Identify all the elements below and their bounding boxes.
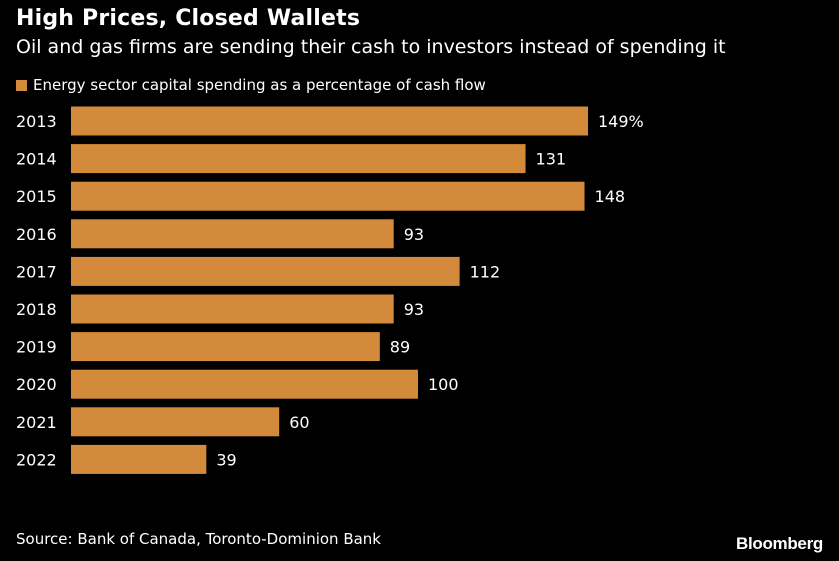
data-label: 60 [289,413,309,432]
data-label: 93 [404,300,424,319]
y-tick-label: 2020 [16,375,57,394]
y-tick-label: 2022 [16,450,57,469]
bar [71,294,394,324]
chart-title: High Prices, Closed Wallets [16,6,361,31]
y-tick-label: 2017 [16,262,57,281]
data-label: 148 [595,187,626,206]
data-label: 89 [390,338,410,357]
bar [71,332,380,362]
y-tick-label: 2014 [16,150,57,169]
bar [71,181,585,211]
data-label: 112 [470,262,501,281]
bar [71,407,280,437]
source-note: Source: Bank of Canada, Toronto-Dominion… [16,530,381,548]
bar [71,369,418,399]
data-label: 93 [404,225,424,244]
data-label: 39 [216,450,236,469]
bloomberg-logo: Bloomberg [735,534,823,553]
y-tick-label: 2016 [16,225,57,244]
bar [71,144,526,174]
y-tick-label: 2013 [16,112,57,131]
data-label: 100 [428,375,459,394]
data-label: 149% [598,112,644,131]
bar [71,106,588,136]
legend: Energy sector capital spending as a perc… [16,76,486,94]
y-tick-label: 2018 [16,300,57,319]
y-tick-label: 2021 [16,413,57,432]
legend-swatch [16,79,27,91]
data-label: 131 [536,150,567,169]
bar [71,219,394,249]
bar [71,444,207,474]
y-tick-label: 2019 [16,338,57,357]
chart-subtitle: Oil and gas firms are sending their cash… [16,36,726,58]
y-tick-label: 2015 [16,187,57,206]
legend-label: Energy sector capital spending as a perc… [33,76,486,94]
bar [71,256,460,286]
